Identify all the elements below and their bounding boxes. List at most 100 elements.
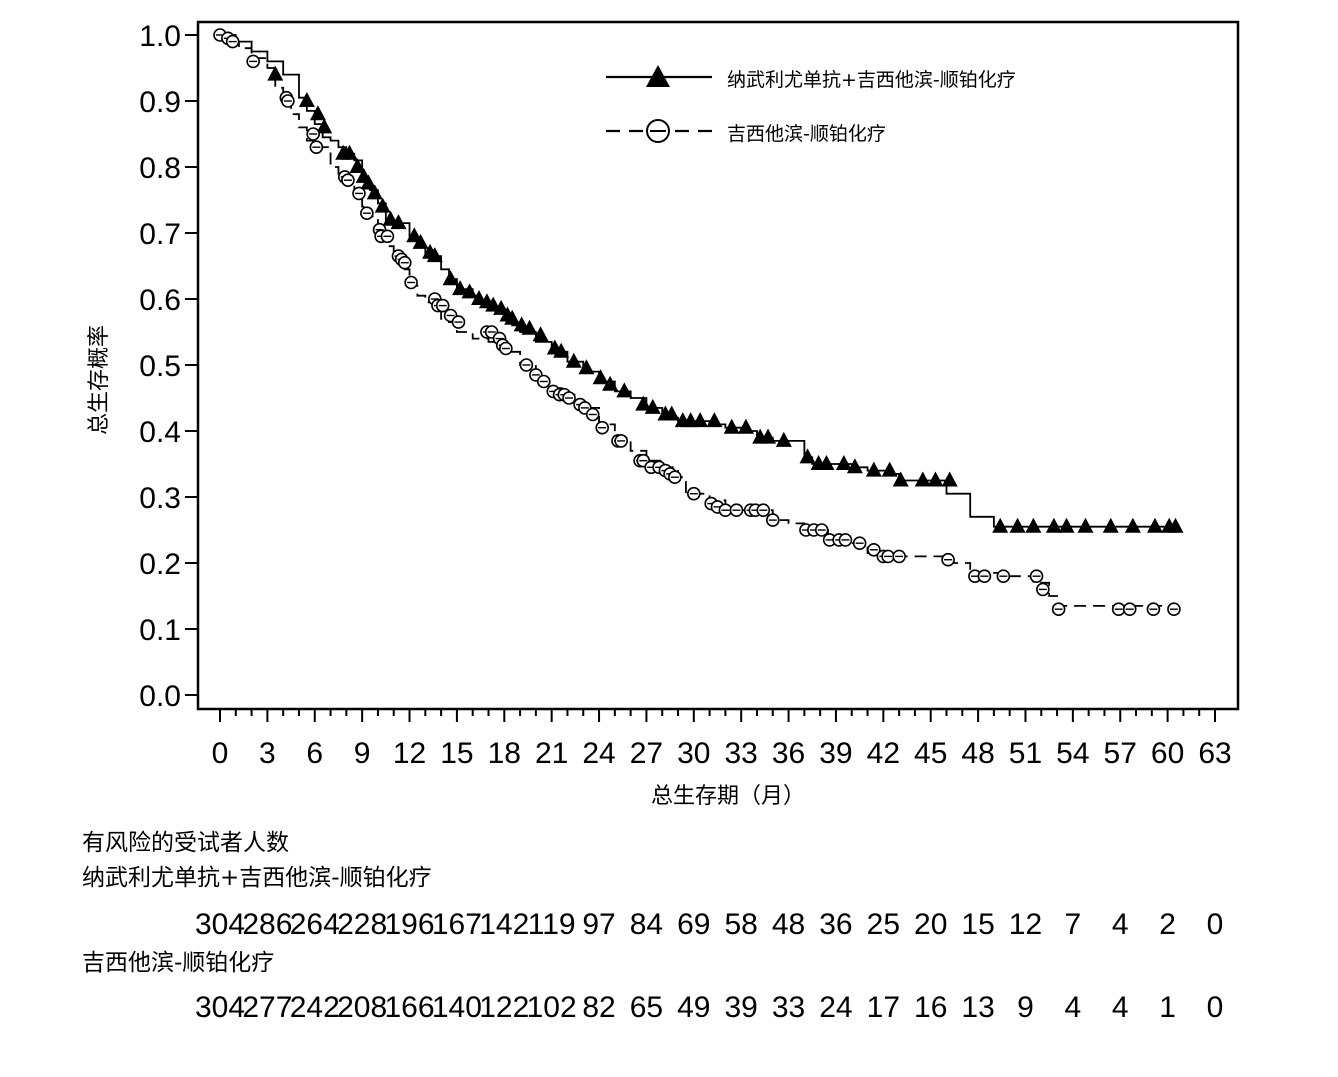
data-point (532, 326, 549, 342)
legend-label-combination: 纳武利尤单抗+吉西他滨-顺铂化疗 (727, 69, 1016, 91)
risk-count: 58 (724, 908, 758, 941)
data-point (663, 405, 680, 421)
risk-count: 242 (289, 991, 340, 1024)
risk-count: 277 (242, 991, 293, 1024)
data-point (602, 375, 619, 391)
data-point (442, 270, 459, 286)
data-point (374, 197, 391, 213)
risk-count: 39 (724, 991, 758, 1024)
data-point (914, 471, 931, 487)
data-point (412, 233, 429, 249)
x-tick-label: 51 (1009, 737, 1042, 770)
data-point (1077, 517, 1094, 533)
legend-label-control: 吉西他滨-顺铂化疗 (727, 123, 886, 145)
risk-count: 13 (961, 991, 995, 1024)
legend-triangle-marker (646, 65, 670, 87)
data-point (565, 352, 582, 368)
x-tick-label: 24 (582, 737, 615, 770)
data-point (818, 455, 835, 470)
x-tick-label: 15 (440, 737, 473, 770)
y-tick-label: 0.9 (139, 86, 181, 119)
data-point (521, 319, 538, 335)
risk-count: 7 (1064, 908, 1082, 941)
data-point (1025, 517, 1042, 533)
risk-count: 304 (194, 991, 246, 1024)
risk-count: 2 (1159, 908, 1176, 941)
data-point (366, 184, 383, 200)
data-point (799, 448, 816, 464)
risk-count: 36 (819, 908, 853, 941)
data-point (775, 431, 792, 447)
x-tick-label: 21 (535, 737, 568, 770)
x-tick-label: 39 (819, 737, 852, 770)
risk-count: 25 (866, 908, 901, 941)
y-tick-label: 0.7 (139, 218, 181, 251)
data-point (1102, 517, 1119, 533)
risk-count: 264 (289, 908, 340, 941)
legend-item-control: 吉西他滨-顺铂化疗 (606, 119, 886, 145)
risk-count: 24 (819, 991, 853, 1024)
series-line (220, 34, 1176, 528)
y-tick-label: 0.0 (139, 680, 181, 713)
data-point (927, 471, 944, 487)
x-tick-label: 45 (914, 737, 947, 770)
x-tick-label: 9 (354, 737, 371, 770)
data-point (846, 458, 863, 474)
data-point (1146, 517, 1163, 533)
risk-count: 208 (337, 991, 388, 1024)
x-tick-label: 60 (1151, 737, 1184, 770)
data-point (644, 398, 661, 414)
risk-count: 65 (629, 991, 664, 1024)
risk-count: 0 (1206, 991, 1224, 1024)
data-point (992, 517, 1009, 533)
risk-group-label-combination: 纳武利尤单抗+吉西他滨-顺铂化疗 (82, 865, 432, 891)
data-point (309, 105, 326, 121)
data-point (941, 471, 958, 487)
risk-count: 48 (771, 908, 806, 941)
data-point (706, 412, 723, 428)
risk-count: 84 (629, 908, 664, 941)
data-point (760, 428, 777, 444)
data-point (592, 369, 609, 385)
data-point (635, 395, 652, 411)
series-layer (213, 28, 1184, 617)
risk-count: 16 (914, 991, 948, 1024)
risk-count: 15 (961, 908, 995, 941)
x-tick-label: 54 (1056, 737, 1089, 770)
data-point (553, 342, 570, 358)
legend-item-combination: 纳武利尤单抗+吉西他滨-顺铂化疗 (606, 65, 1016, 91)
risk-table-title: 有风险的受试者人数 (82, 830, 289, 856)
y-tick-label: 0.4 (139, 416, 181, 449)
risk-count: 33 (771, 991, 806, 1024)
risk-count: 0 (1206, 908, 1224, 941)
data-point (426, 247, 443, 263)
y-tick-label: 0.3 (139, 482, 181, 515)
x-tick-label: 18 (488, 737, 521, 770)
y-axis-title: 总生存概率 (87, 325, 112, 435)
risk-group-label-control: 吉西他滨-顺铂化疗 (82, 950, 275, 976)
x-tick-label: 42 (867, 737, 900, 770)
data-point (737, 418, 754, 434)
data-point (723, 418, 740, 434)
data-point (881, 461, 898, 477)
risk-count: 228 (337, 908, 388, 941)
data-point (341, 144, 358, 160)
risk-count: 122 (479, 991, 530, 1024)
data-point (452, 280, 469, 296)
x-tick-label: 48 (961, 737, 994, 770)
data-point (1045, 517, 1062, 533)
risk-count: 142 (479, 908, 530, 941)
risk-count: 196 (384, 908, 435, 941)
x-axis: 0 3 6 9 12 15 18 21 24 27 30 33 36 39 42 45 48 51 54 57 60 63 (212, 709, 1232, 770)
y-tick-label: 1.0 (139, 20, 181, 53)
y-tick-label: 0.8 (139, 152, 181, 185)
data-point (349, 158, 366, 173)
risk-count: 286 (242, 908, 293, 941)
data-point (1058, 517, 1075, 533)
x-tick-label: 36 (772, 737, 805, 770)
x-tick-label: 57 (1104, 737, 1137, 770)
y-axis: 0.0 0.1 0.2 0.3 0.4 0.5 0.6 0.7 0.8 0.9 1.0 (139, 20, 198, 713)
risk-count: 1 (1159, 991, 1176, 1024)
risk-count: 304 (194, 908, 246, 941)
